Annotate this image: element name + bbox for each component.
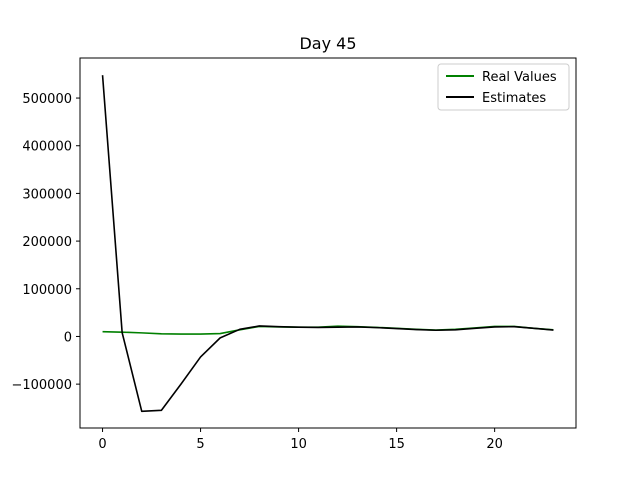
series-line-estimates	[101, 75, 554, 413]
y-axis: −100000 0 100000 200000 300000 400000 500000	[11, 92, 80, 393]
y-tick-label: 400000	[22, 140, 72, 155]
x-tick-label: 20	[486, 437, 503, 452]
x-tick-label: 0	[98, 437, 106, 452]
x-tick-label: 10	[290, 437, 307, 452]
x-tick-label: 5	[196, 437, 204, 452]
y-tick-label: −100000	[11, 378, 72, 393]
x-axis: 0 5 10 15 20	[98, 428, 503, 452]
y-tick-label: 100000	[22, 283, 72, 298]
series-layer	[101, 75, 554, 413]
y-tick-label: 0	[64, 330, 72, 345]
legend: Real Values Estimates	[437, 63, 570, 111]
legend-label: Estimates	[482, 91, 546, 106]
y-tick-label: 300000	[22, 187, 72, 202]
x-tick-label: 15	[388, 437, 405, 452]
y-tick-label: 200000	[22, 235, 72, 250]
chart-title: Day 45	[299, 34, 356, 53]
axes-frame	[79, 57, 577, 429]
legend-label: Real Values	[482, 70, 557, 85]
y-tick-label: 500000	[22, 92, 72, 107]
